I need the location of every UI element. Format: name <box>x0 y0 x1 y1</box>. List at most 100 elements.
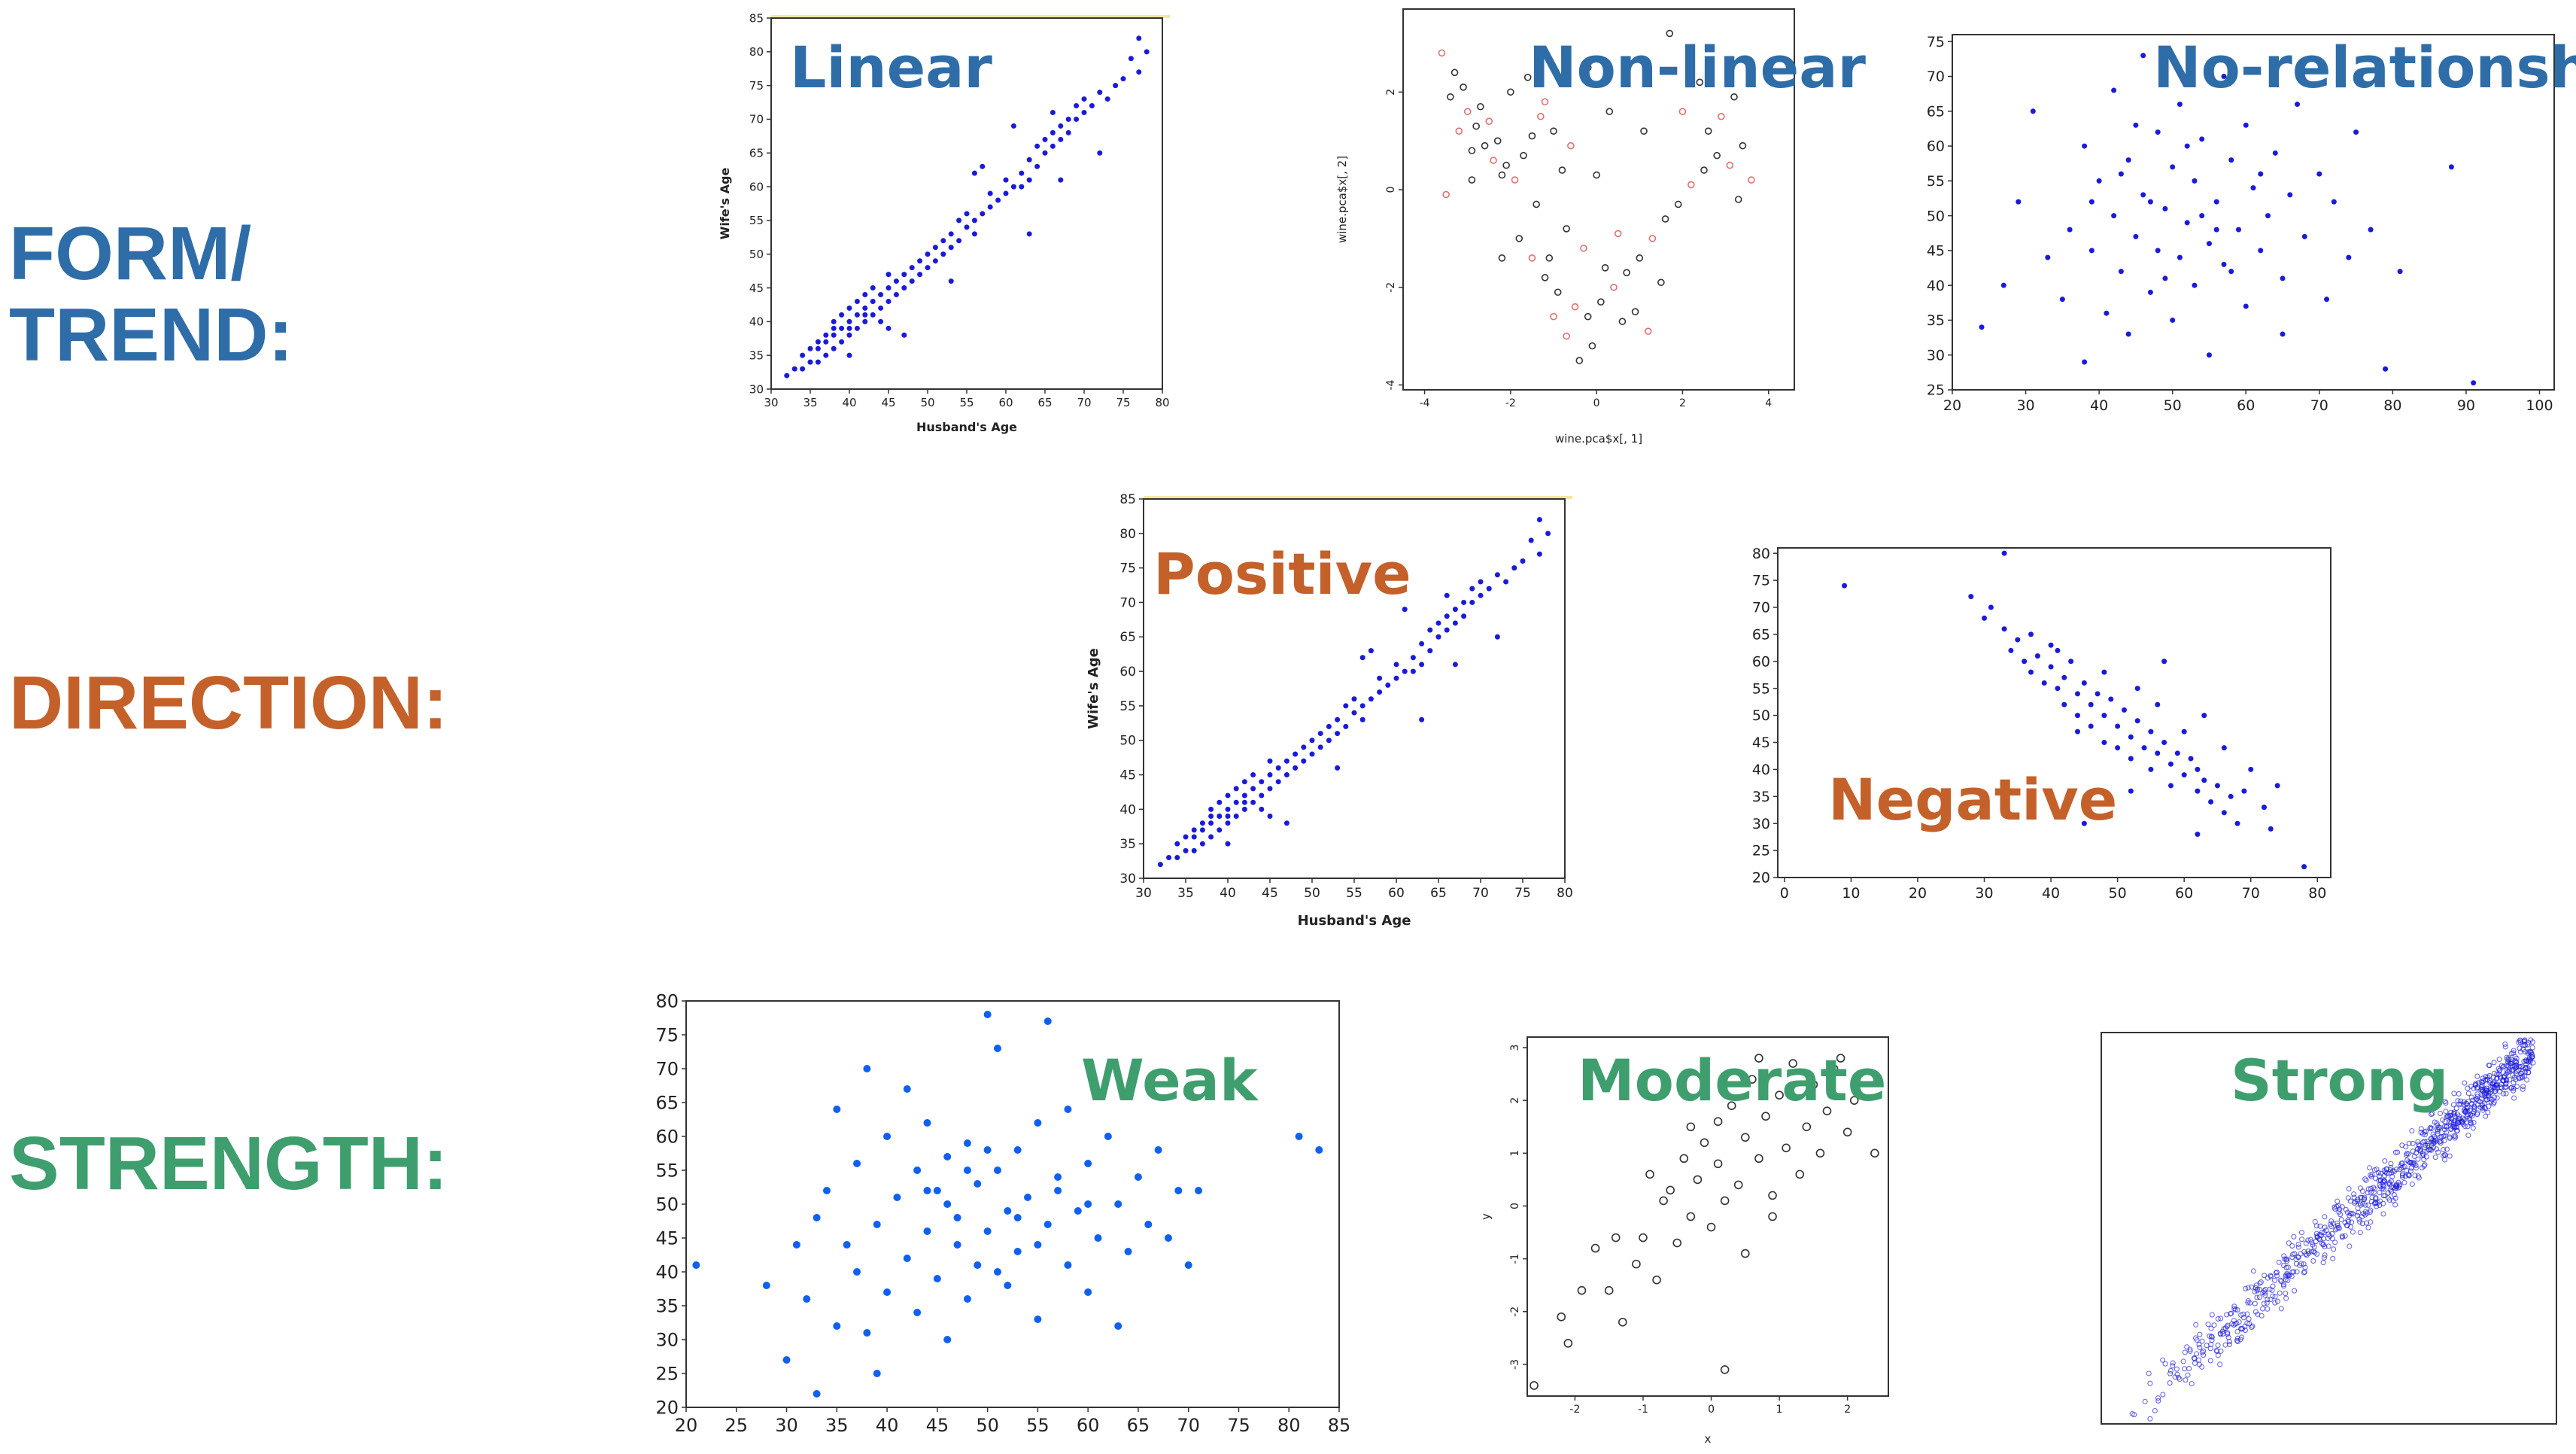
strong-point-272 <box>2380 1211 2386 1217</box>
strong-point-856 <box>2501 1063 2507 1069</box>
linear-point-55 <box>956 238 962 244</box>
nonlinear-ytick-label-1: -2 <box>1385 282 1397 293</box>
linear-point-72 <box>1034 163 1040 169</box>
strong-point-814 <box>2225 1330 2231 1336</box>
negative-ytick-label-7: 55 <box>1752 680 1770 697</box>
strong-point-369 <box>2491 1070 2497 1076</box>
strong-point-487 <box>2418 1126 2424 1132</box>
strong-point-826 <box>2225 1322 2231 1328</box>
linear-xtick-label-3: 45 <box>881 396 895 409</box>
weak-point-11 <box>853 1268 861 1276</box>
strong-point-635 <box>2215 1342 2221 1348</box>
weak-point-26 <box>933 1275 941 1282</box>
strong-point-110 <box>2180 1358 2186 1364</box>
nonlinear-point-5 <box>1481 141 1489 150</box>
norelationship-point-30 <box>2192 178 2198 184</box>
moderate-point-30 <box>1782 1143 1791 1153</box>
positive-point-50 <box>1317 731 1323 737</box>
positive-ytick-label-11: 85 <box>1119 492 1136 507</box>
weak-point-44 <box>1024 1194 1032 1201</box>
strong-point-152 <box>2371 1167 2377 1173</box>
strong-point-852 <box>2508 1051 2514 1057</box>
strong-point-660 <box>2450 1124 2456 1130</box>
strong-point-482 <box>2243 1285 2249 1291</box>
linear-xlabel: Husband's Age <box>916 420 1017 434</box>
strong-point-466 <box>2420 1131 2426 1137</box>
weak-point-13 <box>863 1329 871 1337</box>
negative-ytick-label-5: 45 <box>1752 735 1770 751</box>
strong-point-475 <box>2513 1062 2519 1068</box>
strong-point-772 <box>2511 1095 2517 1101</box>
strong-point-419 <box>2456 1116 2462 1122</box>
strong-point-769 <box>2386 1182 2392 1188</box>
overlay-positive: Positive <box>1153 540 1411 607</box>
norelationship-point-31 <box>2199 136 2205 142</box>
negative-point-53 <box>2261 805 2267 811</box>
strong-point-796 <box>2365 1190 2371 1196</box>
positive-point-62 <box>1377 689 1383 695</box>
strong-point-254 <box>2131 1412 2137 1418</box>
nonlinear-point-68 <box>1468 176 1476 184</box>
moderate-point-2 <box>1563 1339 1573 1348</box>
norelationship-point-65 <box>2133 122 2139 128</box>
linear-point-95 <box>901 332 907 338</box>
strong-point-798 <box>2335 1203 2341 1209</box>
positive-point-81 <box>1461 599 1467 605</box>
negative-point-11 <box>2034 653 2040 659</box>
negative-xtick-label-2: 20 <box>1909 885 1927 902</box>
positive-point-95 <box>1283 820 1290 826</box>
weak-point-1 <box>762 1282 770 1289</box>
norelationship-ytick-label-5: 50 <box>1927 208 1945 224</box>
strong-point-100 <box>2453 1106 2459 1112</box>
strong-point-592 <box>2373 1194 2379 1200</box>
strong-point-683 <box>2339 1234 2345 1240</box>
linear-point-78 <box>1058 136 1064 142</box>
positive-ytick-label-9: 75 <box>1119 561 1136 576</box>
norelationship-point-3 <box>2030 108 2036 114</box>
norelationship-point-25 <box>2170 164 2176 170</box>
strong-point-260 <box>2312 1249 2318 1255</box>
linear-point-82 <box>1074 116 1080 122</box>
linear-point-94 <box>1144 49 1150 55</box>
moderate-point-39 <box>1870 1148 1879 1158</box>
linear-point-21 <box>846 305 852 311</box>
negative-point-39 <box>2167 761 2174 767</box>
strength-label: STRENGTH: <box>9 1121 448 1206</box>
linear-point-76 <box>1050 143 1056 149</box>
moderate-point-20 <box>1720 1196 1730 1206</box>
negative-point-61 <box>2101 669 2107 675</box>
weak-point-12 <box>853 1160 861 1167</box>
positive-point-29 <box>1241 799 1247 805</box>
weak-xtick-label-12: 80 <box>1277 1415 1301 1436</box>
norelationship-frame <box>1952 34 2555 391</box>
strong-point-808 <box>2321 1255 2327 1261</box>
norelationship-ytick-label-4: 45 <box>1927 243 1945 260</box>
strong-point-860 <box>2155 1395 2161 1401</box>
norelationship-xtick-label-0: 20 <box>1943 397 1961 414</box>
strong-point-839 <box>2474 1112 2480 1118</box>
strong-point-625 <box>2375 1170 2381 1176</box>
linear-ylabel: Wife's Age <box>718 168 732 240</box>
strong-point-788 <box>2397 1167 2403 1173</box>
strong-point-390 <box>2401 1179 2407 1185</box>
norelationship-point-9 <box>2088 248 2095 254</box>
positive-point-33 <box>1259 792 1265 798</box>
positive-point-47 <box>1309 751 1315 757</box>
nonlinear-point-11 <box>1477 102 1484 111</box>
linear-point-40 <box>893 278 899 284</box>
norelationship-point-5 <box>2059 297 2065 303</box>
linear-point-45 <box>917 272 923 278</box>
strong-point-441 <box>2334 1222 2341 1228</box>
linear-point-87 <box>1097 90 1103 96</box>
strong-point-622 <box>2406 1140 2412 1146</box>
weak-point-8 <box>833 1322 841 1330</box>
linear-point-18 <box>839 312 845 318</box>
linear-point-29 <box>862 312 868 318</box>
strong-point-837 <box>2479 1087 2485 1094</box>
negative-point-6 <box>2008 647 2014 653</box>
nonlinear-point-61 <box>1657 278 1665 287</box>
positive-point-53 <box>1335 731 1341 737</box>
negative-point-2 <box>2001 550 2007 556</box>
negative-point-18 <box>2068 659 2074 665</box>
strong-point-720 <box>2174 1371 2180 1377</box>
